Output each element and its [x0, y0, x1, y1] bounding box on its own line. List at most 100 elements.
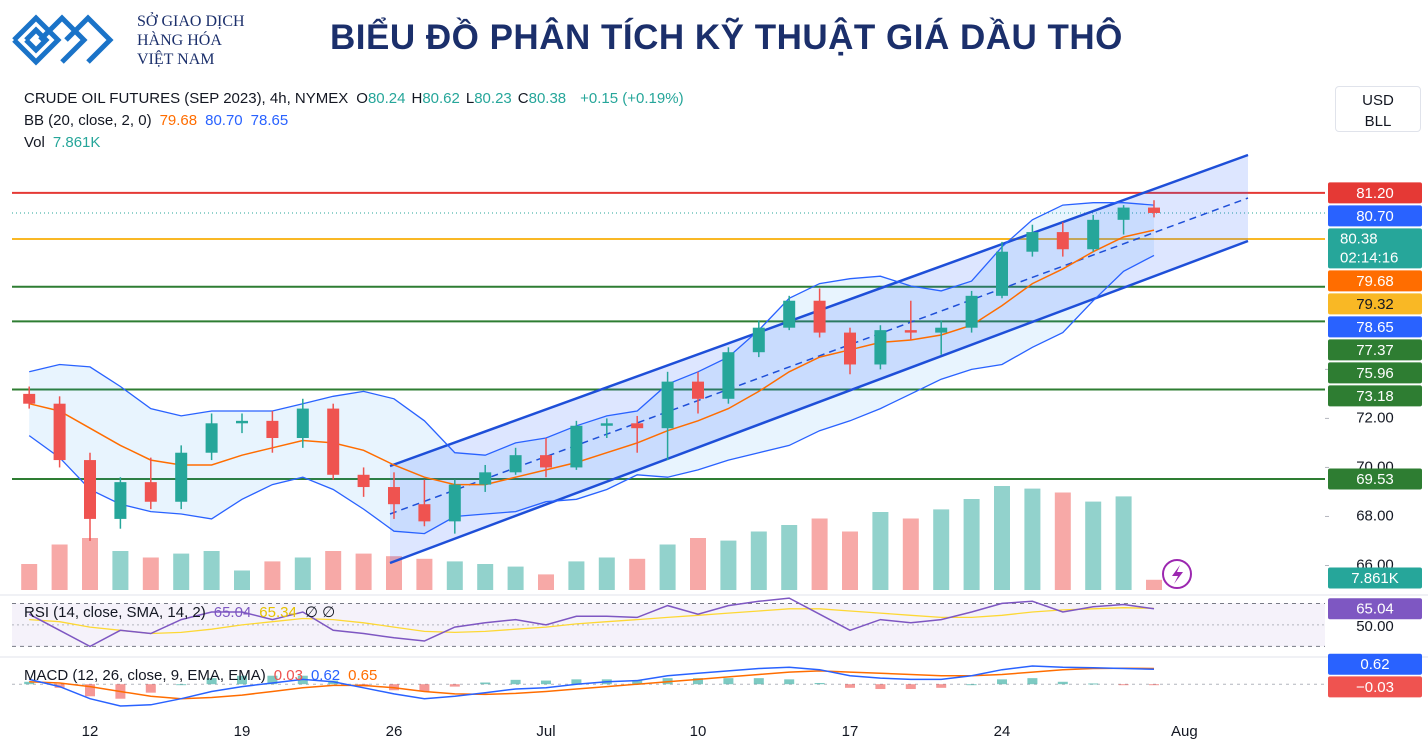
rsi-ma-value: 65.34	[259, 604, 297, 621]
ohlc-key: C	[517, 90, 529, 107]
logo-chevron	[38, 14, 88, 64]
volume-bar	[872, 512, 889, 590]
x-tick-label: 19	[234, 723, 251, 740]
macd-hist-bar	[784, 679, 795, 685]
ohlc-value: 80.62	[422, 90, 460, 107]
logo-chevron	[64, 14, 114, 64]
x-tick-label: Aug	[1171, 723, 1198, 740]
macd-hist-bar	[24, 681, 35, 685]
candle-body	[844, 332, 856, 365]
volume-bar	[1054, 492, 1071, 590]
price-tag	[1328, 362, 1422, 384]
org-line: SỞ GIAO DỊCH	[137, 13, 245, 30]
candle-body	[175, 452, 188, 502]
bb-band-fill	[29, 202, 1155, 534]
price-tag	[1328, 385, 1422, 407]
price-tag	[1328, 293, 1422, 315]
price-tag	[1328, 205, 1422, 227]
rsi-extra: ∅ ∅	[304, 604, 336, 621]
ohlc-value: 80.24	[367, 90, 406, 107]
bb-lower-line	[28, 254, 1155, 535]
macd-hist-bar	[237, 675, 247, 685]
volume-bar	[1115, 496, 1132, 590]
price-tag	[1328, 182, 1422, 204]
candle-body	[692, 381, 704, 399]
candle-body	[783, 300, 796, 328]
macd-hist-bar	[966, 684, 977, 686]
candle-body	[540, 455, 552, 468]
channel-fill	[390, 155, 1248, 563]
price-tag	[1328, 653, 1422, 675]
volume-bar	[112, 551, 129, 590]
macd-hist-bar	[480, 682, 491, 685]
macd-hist-bar	[753, 678, 764, 685]
volume-bar	[355, 553, 372, 590]
macd-hist-bar	[206, 678, 217, 685]
price-tag-label: 7.861K	[1351, 570, 1399, 587]
candle-body	[1148, 207, 1160, 213]
org-name: SỞ GIAO DỊCH HÀNG HÓA VIỆT NAM	[137, 12, 245, 69]
volume-bar	[294, 557, 311, 590]
price-tag	[1328, 316, 1422, 338]
volume-bar	[173, 553, 190, 590]
candle-body	[874, 330, 887, 365]
volume-bar	[142, 557, 159, 590]
candle-body	[418, 504, 431, 522]
ohlc-key: H	[411, 90, 423, 107]
volume-bar	[507, 566, 524, 590]
bb-name: BB (20, close, 2, 0)	[24, 112, 152, 129]
price-tag	[1328, 228, 1422, 269]
change: +0.15 (+0.19%)	[580, 90, 684, 107]
bb-upper-line	[29, 202, 1155, 456]
volume-bar	[82, 538, 98, 590]
rsi-name: RSI (14, close, SMA, 14, 2)	[24, 604, 206, 621]
bb-legend: BB (20, close, 2, 0) 79.68 80.70 78.65	[24, 112, 296, 129]
vol-name: Vol	[24, 134, 45, 151]
candle-body	[904, 330, 917, 333]
macd-hist-bar	[814, 682, 825, 685]
macd-hist-bar	[1118, 684, 1129, 686]
price-tag-countdown: 02:14:16	[1340, 249, 1398, 266]
ohlc-value: 80.38	[528, 90, 567, 107]
signal-value: 0.65	[348, 667, 378, 684]
bb-lower: 78.65	[250, 112, 289, 129]
candle-body	[357, 474, 370, 488]
price-tag	[1328, 567, 1422, 589]
price-tag	[1328, 468, 1422, 490]
x-tick-label: Jul	[536, 723, 555, 740]
macd-hist-bar	[875, 684, 886, 690]
price-tag-label: −0.03	[1356, 679, 1394, 696]
macd-hist-bar	[541, 680, 551, 685]
volume-bar	[1085, 501, 1102, 590]
bb-upper: 80.70	[205, 112, 243, 129]
macd-hist-bar	[905, 684, 916, 690]
volume-bar	[659, 544, 676, 590]
candle-body	[752, 327, 765, 353]
candle-body	[236, 420, 248, 424]
macd-hist-bar	[145, 684, 156, 693]
candle-body	[813, 300, 826, 333]
candle-body	[996, 251, 1008, 296]
volume-bar	[933, 509, 950, 590]
currency-box[interactable]: USD BLL	[1335, 86, 1421, 132]
candle-body	[23, 393, 36, 404]
x-tick-label: 26	[386, 723, 403, 740]
volume-bar	[416, 558, 433, 590]
price-legend: CRUDE OIL FUTURES (SEP 2023), 4h, NYMEX O…	[24, 90, 692, 107]
macd-hist-bar	[1088, 683, 1099, 685]
macd-hist-value: 0.03	[273, 667, 303, 684]
volume-bar	[994, 486, 1010, 590]
logo-diamond	[12, 14, 62, 66]
x-tick-label: 12	[82, 723, 99, 740]
volume-bar	[750, 531, 767, 590]
candle-body	[600, 423, 613, 426]
candle-body	[631, 423, 644, 429]
volume-bar	[811, 518, 828, 590]
price-tag-label: 79.32	[1356, 296, 1394, 313]
price-tag-label: 0.62	[1360, 656, 1389, 673]
candle-body	[1087, 219, 1100, 250]
logo	[12, 14, 114, 66]
unit: BLL	[1364, 113, 1392, 130]
